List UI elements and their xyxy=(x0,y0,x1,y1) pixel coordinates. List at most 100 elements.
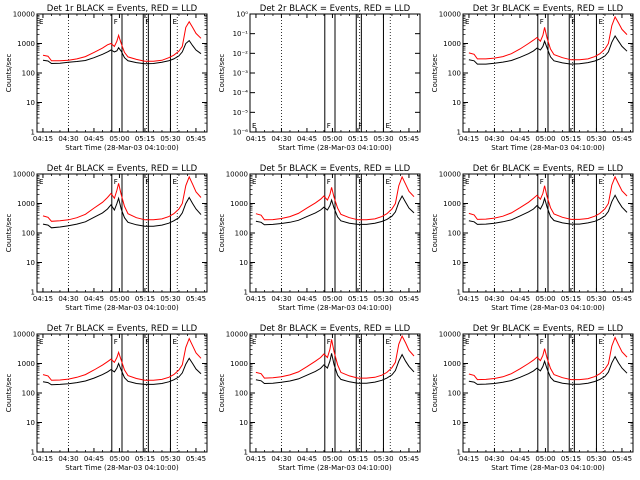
x-tick-label: 05:45 xyxy=(399,135,419,143)
series-lld-line xyxy=(255,175,415,221)
series-events-line xyxy=(468,355,628,385)
series-group xyxy=(42,175,202,229)
panel-title: Det 5r BLACK = Events, RED = LLD xyxy=(260,164,411,174)
x-tick-label: 05:15 xyxy=(135,455,155,463)
marker-label: F xyxy=(571,178,575,186)
x-tick-label: 05:15 xyxy=(348,455,368,463)
marker-label: F xyxy=(571,338,575,346)
x-tick-label: 04:15 xyxy=(246,295,266,303)
x-tick-label: 05:15 xyxy=(561,135,581,143)
x-tick-label: 04:30 xyxy=(271,295,291,303)
x-tick-label: 04:15 xyxy=(33,295,53,303)
panel-title: Det 2r BLACK = Events, RED = LLD xyxy=(260,4,411,14)
x-tick-label: 04:15 xyxy=(459,295,479,303)
y-tick-label: 1000 xyxy=(443,200,461,208)
y-tick-label: 1 xyxy=(457,129,461,137)
y-tick-label: 1000 xyxy=(17,360,35,368)
y-tick-label: 10000 xyxy=(13,11,35,19)
marker-label: F xyxy=(327,122,331,130)
x-tick-label: 04:15 xyxy=(459,135,479,143)
y-tick-label: 10000 xyxy=(13,331,35,339)
y-axis-label: Counts/sec xyxy=(431,54,439,93)
edge-marker-label: E xyxy=(39,178,43,186)
y-tick-label: 1 xyxy=(31,129,35,137)
x-tick-label: 05:00 xyxy=(322,455,342,463)
x-axis-label: Start Time (28-Mar-03 04:10:00) xyxy=(278,464,392,472)
series-group xyxy=(468,336,628,385)
y-tick-label: 10⁻⁵ xyxy=(233,109,249,117)
y-tick-label: 10⁰ xyxy=(236,11,248,19)
marker-label: E xyxy=(172,338,176,346)
marker-label: F xyxy=(145,178,149,186)
series-lld-line xyxy=(42,20,202,62)
x-tick-label: 05:45 xyxy=(186,135,206,143)
edge-marker-label: E xyxy=(252,338,256,346)
x-tick-label: 05:00 xyxy=(109,455,129,463)
y-tick-label: 100 xyxy=(448,70,461,78)
marker-label: F xyxy=(571,18,575,26)
x-tick-label: 05:15 xyxy=(135,295,155,303)
x-tick-label: 05:00 xyxy=(322,135,342,143)
y-tick-label: 10⁻¹ xyxy=(233,30,249,38)
y-tick-label: 1 xyxy=(244,289,248,297)
series-events-line xyxy=(42,39,202,65)
detector-panel-7: Det 7r BLACK = Events, RED = LLD F F E E 04:1… xyxy=(5,324,208,472)
y-tick-label: 100 xyxy=(235,390,248,398)
series-events-line xyxy=(42,357,202,386)
series-lld-line xyxy=(42,175,202,222)
series-group xyxy=(468,15,628,65)
panel-title: Det 9r BLACK = Events, RED = LLD xyxy=(473,324,624,334)
y-tick-label: 100 xyxy=(22,230,35,238)
x-tick-label: 04:45 xyxy=(84,135,104,143)
y-tick-label: 1 xyxy=(31,289,35,297)
x-tick-label: 04:15 xyxy=(33,135,53,143)
x-tick-label: 05:45 xyxy=(612,455,632,463)
x-tick-label: 04:45 xyxy=(297,135,317,143)
y-tick-label: 1000 xyxy=(230,200,248,208)
x-tick-label: 04:30 xyxy=(58,135,78,143)
y-axis-label: Counts/sec xyxy=(5,214,13,253)
panel-title: Det 1r BLACK = Events, RED = LLD xyxy=(47,4,198,14)
x-tick-label: 04:30 xyxy=(484,135,504,143)
y-tick-label: 100 xyxy=(448,390,461,398)
y-tick-label: 10 xyxy=(239,419,248,427)
panel-title: Det 4r BLACK = Events, RED = LLD xyxy=(47,164,198,174)
edge-marker-label: E xyxy=(252,122,256,130)
x-axis-label: Start Time (28-Mar-03 04:10:00) xyxy=(278,304,392,312)
y-tick-label: 1000 xyxy=(17,200,35,208)
x-tick-label: 05:30 xyxy=(160,135,180,143)
panel-title: Det 7r BLACK = Events, RED = LLD xyxy=(47,324,198,334)
x-tick-label: 04:45 xyxy=(84,295,104,303)
y-tick-label: 10 xyxy=(452,259,461,267)
y-axis-label: Counts/sec xyxy=(431,374,439,413)
x-tick-label: 04:45 xyxy=(510,455,530,463)
y-tick-label: 1000 xyxy=(443,40,461,48)
series-events-line xyxy=(468,194,628,225)
x-axis-label: Start Time (28-Mar-03 04:10:00) xyxy=(65,464,179,472)
x-tick-label: 05:15 xyxy=(561,295,581,303)
y-tick-label: 10000 xyxy=(439,171,461,179)
y-tick-label: 10⁻² xyxy=(233,50,249,58)
x-tick-label: 05:00 xyxy=(535,295,555,303)
marker-label: F xyxy=(327,338,331,346)
marker-label: E xyxy=(385,178,389,186)
x-tick-label: 04:45 xyxy=(297,455,317,463)
panel-title: Det 3r BLACK = Events, RED = LLD xyxy=(473,4,624,14)
y-tick-label: 10 xyxy=(26,419,35,427)
series-lld-line xyxy=(468,15,628,61)
marker-label: F xyxy=(358,338,362,346)
y-tick-label: 1000 xyxy=(443,360,461,368)
series-group xyxy=(42,20,202,65)
series-lld-line xyxy=(255,334,415,379)
x-tick-label: 05:30 xyxy=(586,135,606,143)
y-axis-label: Counts/sec xyxy=(431,214,439,253)
x-tick-label: 05:00 xyxy=(109,135,129,143)
x-tick-label: 04:45 xyxy=(510,135,530,143)
x-tick-label: 05:45 xyxy=(399,295,419,303)
x-tick-label: 04:15 xyxy=(246,455,266,463)
y-tick-label: 1 xyxy=(244,449,248,457)
series-group xyxy=(255,334,415,385)
x-tick-label: 04:15 xyxy=(459,455,479,463)
x-tick-label: 05:15 xyxy=(561,455,581,463)
